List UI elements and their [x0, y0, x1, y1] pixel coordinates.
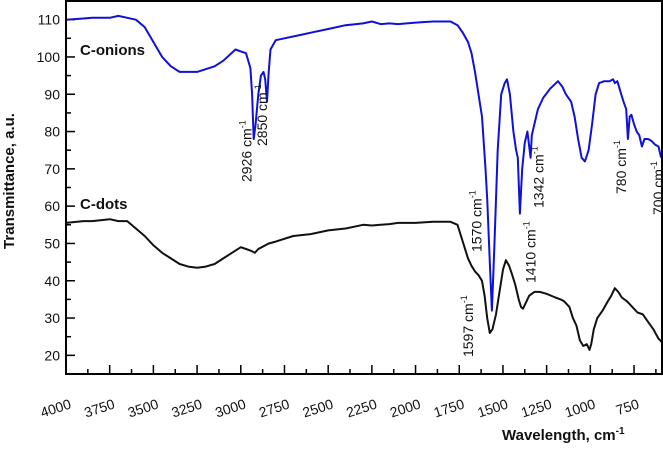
peak-annotation-sup: -1 — [612, 140, 622, 148]
peak-annotation-sup: -1 — [649, 161, 659, 169]
peak-annotation: 2926 cm-1 — [238, 120, 255, 182]
y-tick-label: 90 — [44, 86, 60, 102]
x-axis-title-sup: -1 — [616, 426, 625, 437]
peak-annotation-text: 700 cm — [650, 169, 663, 215]
peak-annotation-sup: -1 — [459, 295, 469, 303]
x-tick-label: 3000 — [213, 396, 248, 421]
y-tick-label: 50 — [44, 235, 60, 251]
series-lines — [65, 14, 663, 351]
peak-annotation-sup: -1 — [238, 120, 248, 128]
x-axis-title-text: Wavelength, cm — [502, 427, 616, 444]
peak-annotation: 1570 cm-1 — [468, 190, 485, 252]
x-tick-label: 2750 — [257, 396, 292, 421]
x-tick-label: 1250 — [519, 396, 554, 421]
y-tick-label: 20 — [44, 347, 60, 363]
peak-annotation-text: 2850 cm — [254, 92, 270, 146]
y-tick-label: 60 — [44, 198, 60, 214]
x-tick-label: 750 — [614, 396, 641, 419]
x-tick-label: 1000 — [563, 396, 598, 421]
peak-annotation-text: 780 cm — [613, 148, 629, 194]
axis-ticks — [65, 18, 657, 374]
y-tick-label: 110 — [38, 12, 61, 28]
x-axis-title: Wavelength, cm-1 — [502, 426, 625, 444]
x-tick-label: 2500 — [301, 396, 336, 421]
peak-annotation-text: 1597 cm — [460, 303, 476, 357]
peak-annotation-text: 1570 cm — [469, 198, 485, 252]
series-label-c-dots: C-dots — [80, 196, 128, 213]
x-tick-label: 1500 — [475, 396, 510, 421]
x-tick-label: 1750 — [432, 396, 467, 421]
peak-annotation-text: 1410 cm — [523, 229, 539, 283]
peak-annotation: 780 cm-1 — [612, 140, 629, 194]
plot-frame — [65, 0, 663, 375]
peak-annotation: 1410 cm-1 — [522, 221, 539, 283]
peak-annotation: 1597 cm-1 — [459, 295, 476, 357]
y-tick-label: 40 — [44, 273, 60, 289]
peak-annotation-sup: -1 — [253, 84, 263, 92]
series-label-c-onions: C-onions — [80, 42, 145, 59]
y-axis-title: Transmittance, a.u. — [1, 113, 18, 249]
y-tick-label: 30 — [44, 310, 60, 326]
peak-annotation: 2850 cm-1 — [253, 84, 270, 146]
series-line-c-dots — [65, 218, 663, 351]
y-tick-label: 80 — [44, 124, 60, 140]
x-tick-label: 2000 — [388, 396, 423, 421]
x-tick-label: 2250 — [344, 396, 379, 421]
x-tick-label: 4000 — [38, 396, 73, 421]
peak-annotation-text: 1342 cm — [531, 154, 547, 208]
peak-annotation: 700 cm-1 — [649, 161, 663, 215]
y-tick-label: 100 — [37, 49, 61, 65]
peak-annotation-sup: -1 — [468, 190, 478, 198]
y-tick-label: 70 — [44, 161, 60, 177]
series-line-c-onions — [65, 14, 663, 312]
peak-annotation-sup: -1 — [522, 221, 532, 229]
x-tick-label: 3250 — [169, 396, 204, 421]
peak-annotation: 1342 cm-1 — [530, 146, 547, 208]
x-tick-label: 3750 — [82, 396, 117, 421]
peak-annotation-text: 2926 cm — [239, 128, 255, 182]
peak-annotation-sup: -1 — [530, 146, 540, 154]
x-tick-label: 3500 — [126, 396, 161, 421]
axis-tick-labels: 4000 3750 3500 3250 3000 2750 2500 2250 2000 1750… — [37, 12, 642, 421]
